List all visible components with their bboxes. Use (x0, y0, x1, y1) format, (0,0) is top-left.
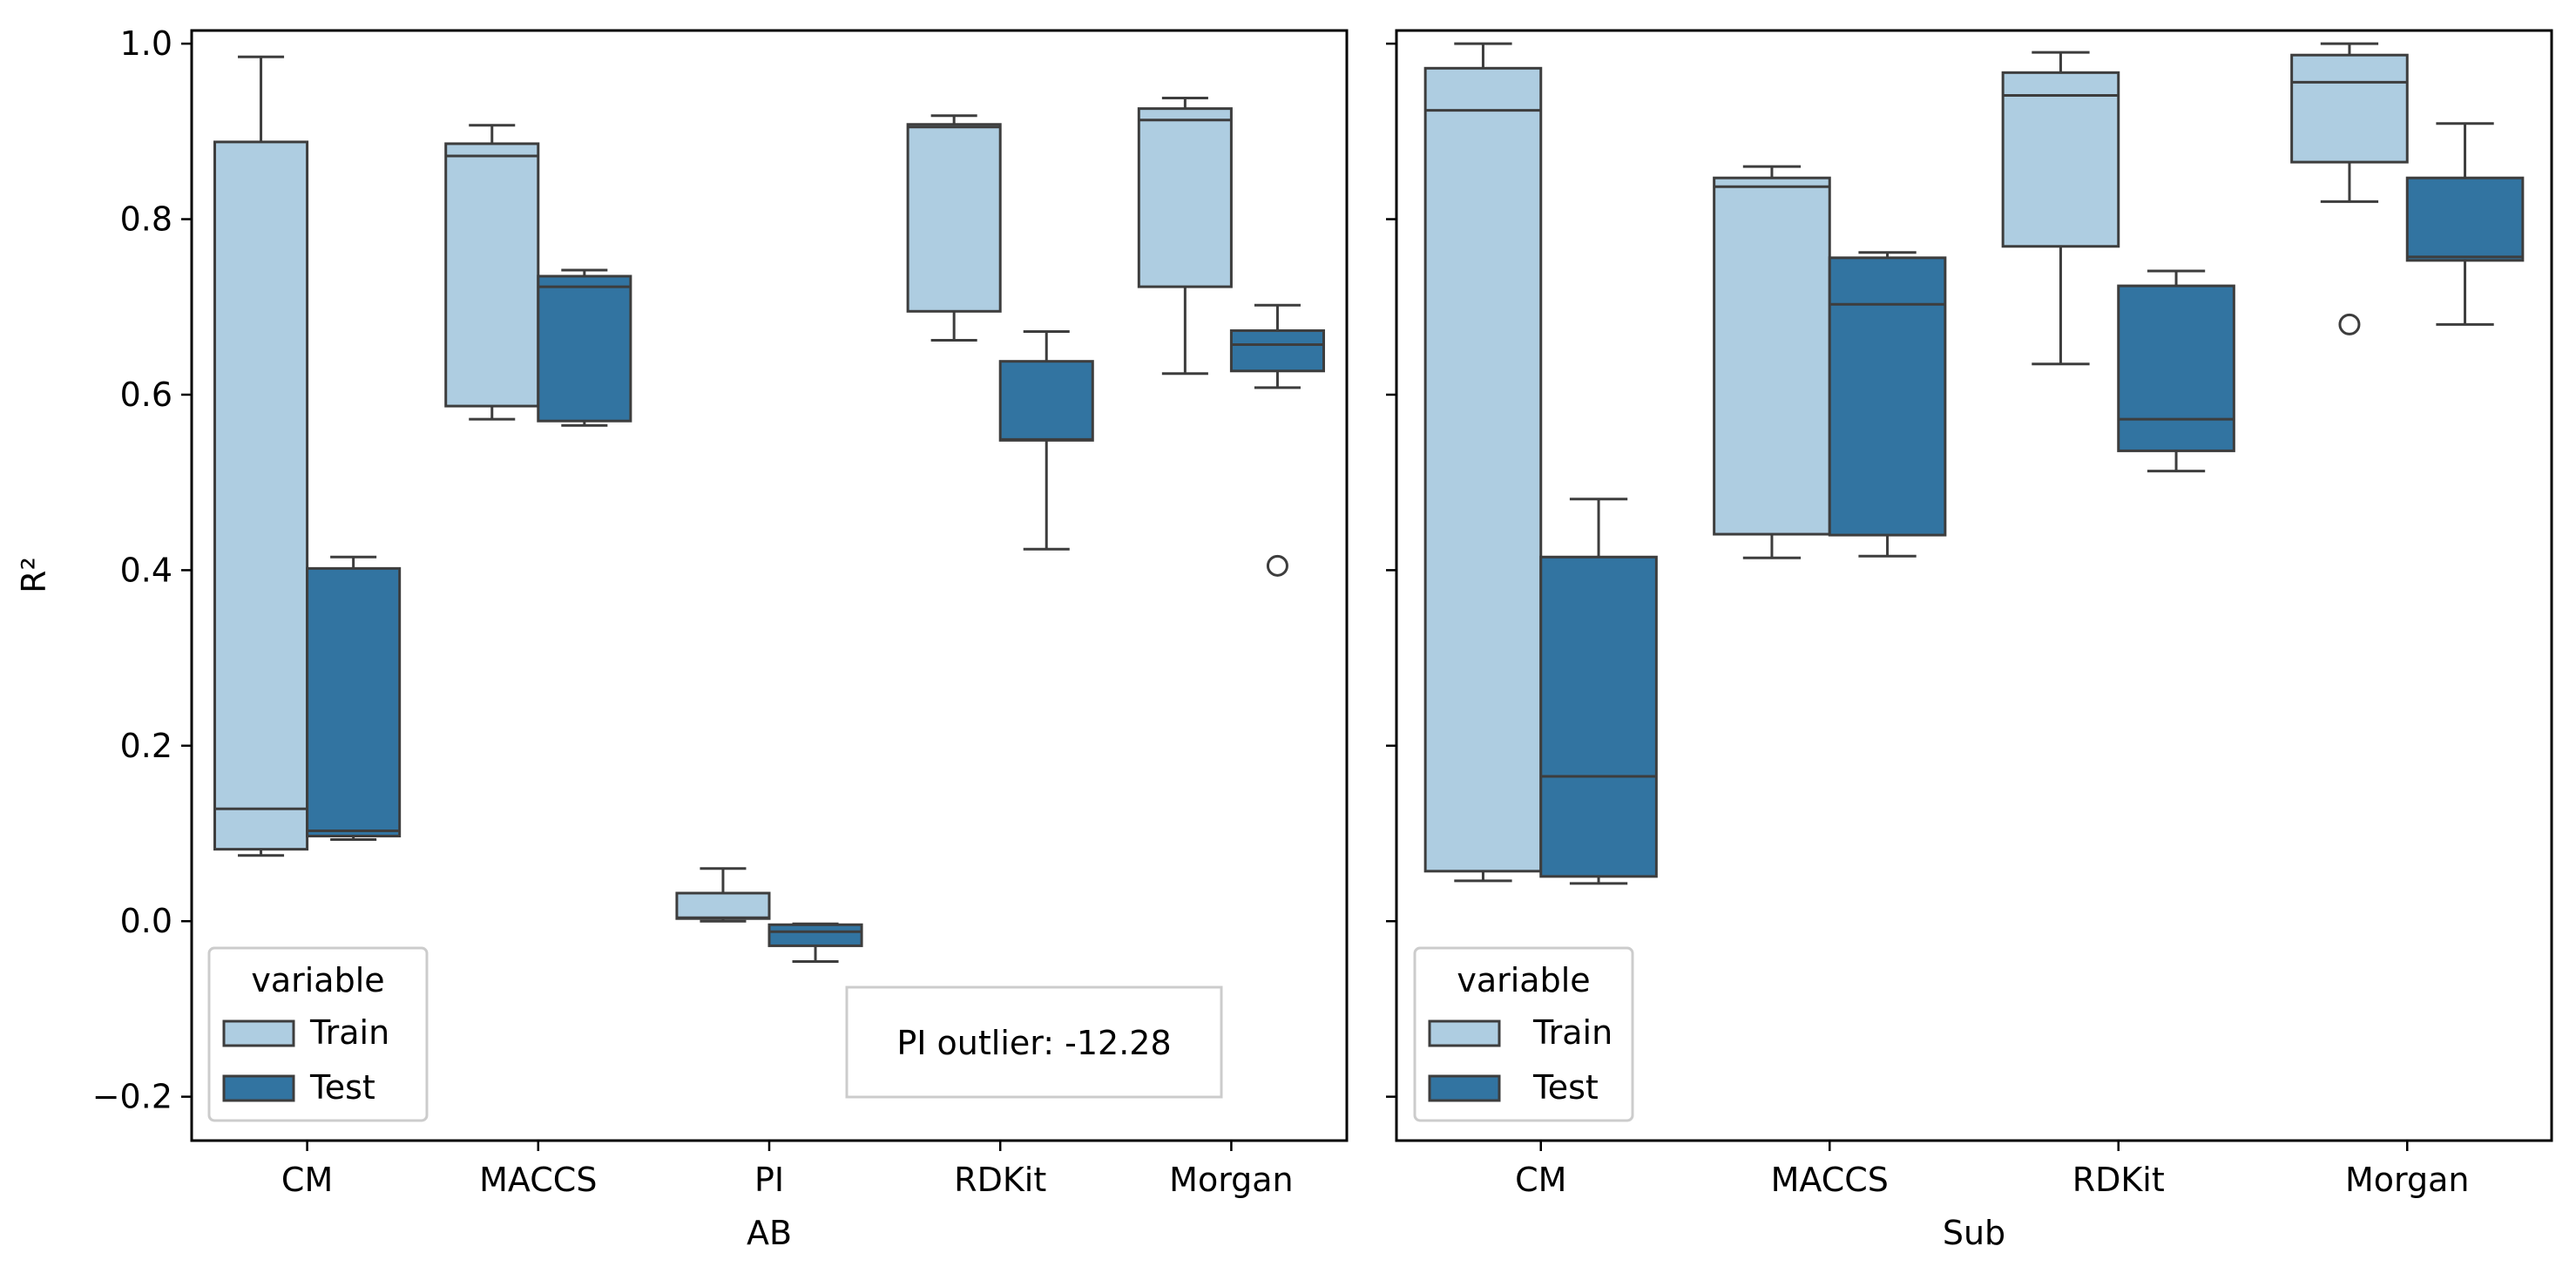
box-test-pi (767, 922, 863, 964)
sub-axes-frame (1395, 29, 2553, 1142)
ab-y-tick-label: 0.2 (120, 727, 172, 765)
iqr-box (2117, 284, 2235, 452)
box-test-morgan (1229, 303, 1325, 577)
ab-legend: variable Train Test (207, 946, 429, 1122)
iqr-box (2290, 53, 2409, 164)
box-train-maccs (1713, 165, 1831, 559)
ab-y-axis-label: R² (15, 557, 53, 593)
iqr-box (537, 274, 632, 423)
ab-x-tick-label-pi: PI (754, 1161, 784, 1199)
iqr-box (2001, 71, 2120, 248)
ab-x-axis-label: AB (747, 1214, 792, 1252)
box-train-maccs (444, 124, 540, 421)
box-test-rdkit (998, 329, 1094, 551)
iqr-box (767, 923, 863, 947)
legend-label-test: Test (309, 1068, 375, 1107)
iqr-box (1229, 328, 1325, 373)
legend-label-test: Test (1532, 1068, 1599, 1107)
ab-y-tick-label: 0.8 (120, 200, 172, 239)
ab-y-tick-label: 1.0 (120, 24, 172, 63)
box-train-morgan (1137, 97, 1233, 376)
box-test-maccs (1828, 251, 1947, 558)
iqr-box (1423, 66, 1543, 873)
box-test-morgan (2405, 122, 2525, 326)
annotation-box (845, 985, 1223, 1099)
legend-title: variable (1457, 961, 1590, 999)
box-train-cm (1423, 42, 1543, 883)
legend-swatch-train (222, 1019, 295, 1047)
box-train-rdkit (2001, 51, 2120, 366)
box-test-cm (306, 555, 402, 842)
iqr-box (1713, 176, 1831, 536)
iqr-box (444, 142, 540, 408)
ab-x-tick-label-cm: CM (281, 1161, 333, 1199)
sub-x-tick-label-maccs: MACCS (1771, 1161, 1889, 1199)
legend-swatch-train (1428, 1019, 1501, 1047)
iqr-box (1539, 555, 1658, 878)
ab-y-tick-label: −0.2 (92, 1078, 172, 1116)
legend-swatch-test (1428, 1074, 1501, 1102)
box-test-rdkit (2117, 269, 2235, 473)
sub-x-tick-label-cm: CM (1515, 1161, 1566, 1199)
box-train-cm (213, 55, 309, 857)
legend-label-train: Train (309, 1013, 389, 1052)
box-test-maccs (537, 268, 632, 427)
box-train-morgan (2290, 42, 2409, 335)
sub-plot-area: CM MACCS RDKit Morgan (1386, 29, 2553, 1199)
outlier-point (1266, 554, 1288, 577)
ab-y-tick-label: 0.4 (120, 551, 172, 589)
sub-panel: CM MACCS RDKit Morgan Sub variable Train Te… (1386, 29, 2553, 1252)
sub-x-tick-label-rdkit: RDKit (2072, 1161, 2165, 1199)
iqr-box (306, 566, 402, 838)
iqr-box (998, 360, 1094, 442)
legend-title: variable (251, 961, 384, 999)
iqr-box (213, 140, 309, 851)
iqr-box (2405, 176, 2525, 262)
iqr-box (1828, 256, 1947, 537)
box-train-rdkit (906, 114, 1002, 342)
box-test-cm (1539, 498, 1658, 885)
sub-legend: variable Train Test (1413, 946, 1634, 1122)
sub-x-axis-label: Sub (1943, 1214, 2005, 1252)
iqr-box (1137, 107, 1233, 288)
legend-swatch-test (222, 1074, 295, 1102)
ab-x-tick-label-morgan: Morgan (1169, 1161, 1293, 1199)
ab-y-tick-label: 0.6 (120, 376, 172, 414)
legend-label-train: Train (1532, 1013, 1613, 1052)
ab-y-tick-label: 0.0 (120, 902, 172, 940)
iqr-box (675, 891, 771, 920)
ab-panel: −0.2 0.0 0.2 0.4 0.6 0.8 1.0 CM MACCS PI RDKit Morg… (15, 24, 1349, 1252)
pi-outlier-annotation: PI outlier: -12.28 (845, 985, 1223, 1099)
iqr-box (906, 123, 1002, 313)
box-train-pi (675, 867, 771, 923)
ab-x-tick-label-maccs: MACCS (479, 1161, 597, 1199)
ab-x-tick-label-rdkit: RDKit (954, 1161, 1046, 1199)
ab-plot-area: −0.2 0.0 0.2 0.4 0.6 0.8 1.0 CM MACCS PI RDKit Morg… (92, 24, 1349, 1199)
ab-axes-frame (190, 29, 1349, 1142)
outlier-point (2338, 313, 2361, 335)
sub-x-tick-label-morgan: Morgan (2345, 1161, 2469, 1199)
annotation-text: PI outlier: -12.28 (896, 1024, 1171, 1062)
